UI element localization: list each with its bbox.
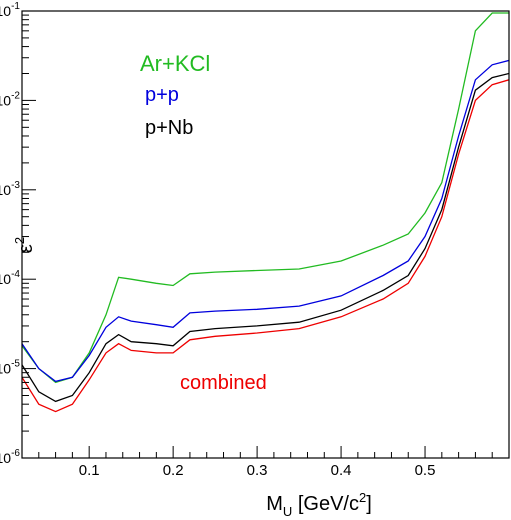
x-axis-label: MU [GeV/c2] (266, 490, 372, 519)
series-line-p-nb (21, 72, 510, 403)
y-tick-label: 10-4 (0, 269, 20, 287)
y-tick-label: 10-6 (0, 448, 20, 466)
series-label-ar-kcl: Ar+KCl (140, 51, 210, 76)
series-line-combined (21, 79, 510, 413)
y-tick-label: 10-2 (0, 90, 20, 108)
plot-frame (21, 10, 510, 459)
series-label-p-p: p+p (145, 84, 179, 106)
y-tick-label: 10-1 (0, 1, 20, 19)
y-tick-label: 10-5 (0, 359, 20, 377)
x-tick-label: 0.4 (331, 462, 352, 479)
y-tick-label: 10-3 (0, 180, 20, 198)
labels-layer: 0.1 0.2 0.3 0.4 0.5 10-6 10-5 10-4 10-3 10-2 10-1 A… (0, 1, 435, 519)
series-label-p-nb: p+Nb (145, 117, 193, 139)
x-tick-label: 0.1 (79, 462, 100, 479)
series-label-combined: combined (180, 372, 267, 394)
x-tick-label: 0.3 (247, 462, 268, 479)
series-line-ar-kcl (21, 12, 509, 384)
series-line-p-p (21, 59, 510, 383)
series-layer (21, 12, 510, 413)
x-tick-label: 0.5 (415, 462, 436, 479)
y-axis-label: ε2 (12, 237, 37, 253)
x-tick-label: 0.2 (163, 462, 184, 479)
ticks-layer (21, 10, 510, 459)
